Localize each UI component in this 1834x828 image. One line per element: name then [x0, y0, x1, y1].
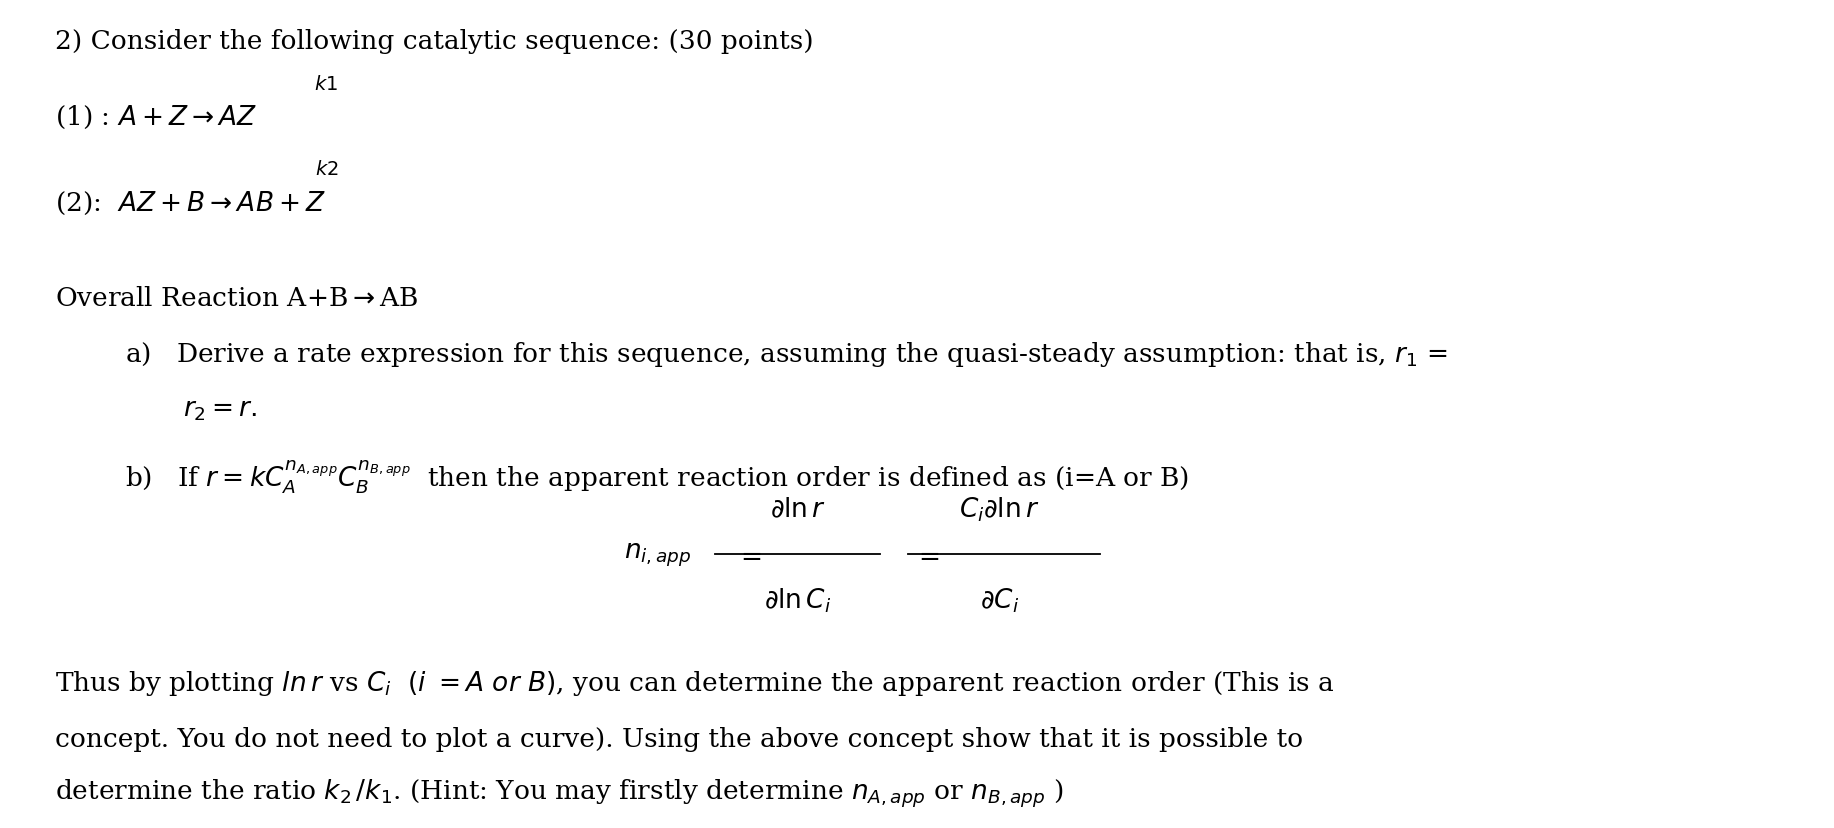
Text: Overall Reaction A+B$\rightarrow$AB: Overall Reaction A+B$\rightarrow$AB [55, 286, 418, 310]
Text: $n_{i,app}$: $n_{i,app}$ [624, 542, 691, 568]
Text: $=$: $=$ [913, 542, 939, 567]
Text: $r_2 = r.$: $r_2 = r.$ [183, 397, 257, 422]
Text: $k2$: $k2$ [315, 161, 337, 179]
Text: Thus by plotting $\mathit{ln}\,r$ vs $C_i$  $(i$ $=$$A$ $or$ $B)$, you can deter: Thus by plotting $\mathit{ln}\,r$ vs $C_… [55, 669, 1335, 697]
Text: a)   Derive a rate expression for this sequence, assuming the quasi-steady assum: a) Derive a rate expression for this seq… [125, 340, 1447, 368]
Text: 2) Consider the following catalytic sequence: (30 points): 2) Consider the following catalytic sequ… [55, 29, 814, 54]
Text: $\partial \ln C_i$: $\partial \ln C_i$ [765, 586, 831, 614]
Text: $=$: $=$ [735, 542, 761, 567]
Text: concept. You do not need to plot a curve). Using the above concept show that it : concept. You do not need to plot a curve… [55, 726, 1304, 751]
Text: $C_i\partial \ln r$: $C_i\partial \ln r$ [959, 495, 1040, 523]
Text: (2):  $AZ +B \rightarrow AB + Z$: (2): $AZ +B \rightarrow AB + Z$ [55, 190, 326, 216]
Text: $\partial \ln r$: $\partial \ln r$ [770, 497, 825, 522]
Text: $\partial C_i$: $\partial C_i$ [979, 586, 1020, 614]
Text: $k1$: $k1$ [314, 75, 339, 94]
Text: determine the ratio $k_2\,/k_1$. (Hint: You may firstly determine $n_{A,app}$ or: determine the ratio $k_2\,/k_1$. (Hint: … [55, 777, 1064, 809]
Text: (1) : $A + Z \rightarrow AZ$: (1) : $A + Z \rightarrow AZ$ [55, 104, 257, 131]
Text: b)   If $r = kC_A^{n_{A,app}} C_B^{n_{B,app}}$  then the apparent reaction order: b) If $r = kC_A^{n_{A,app}} C_B^{n_{B,ap… [125, 457, 1188, 495]
